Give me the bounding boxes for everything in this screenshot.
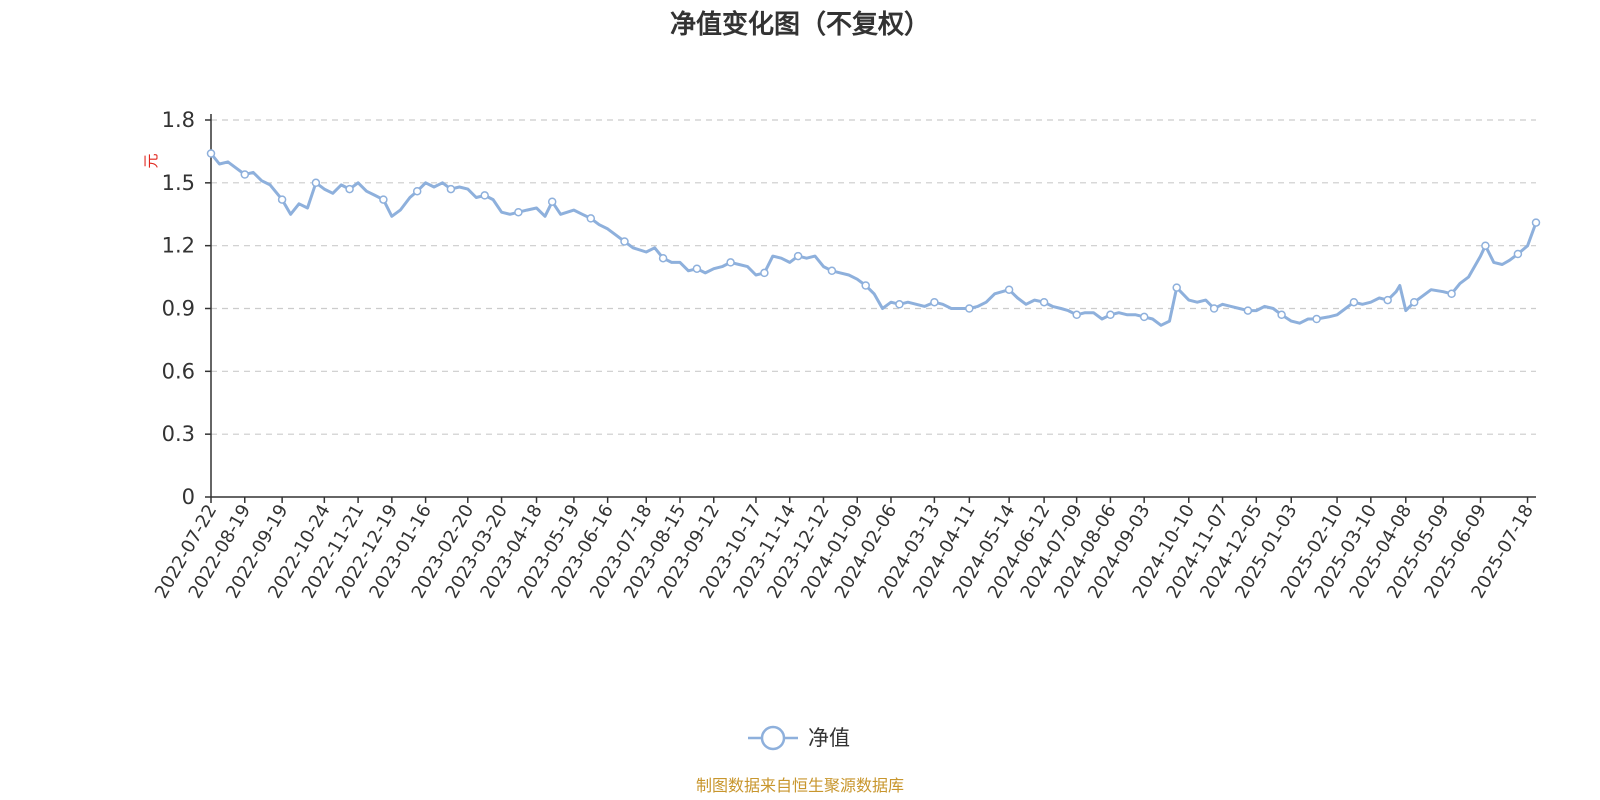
series-layer — [206, 149, 1541, 327]
nav-data-point[interactable] — [1243, 306, 1253, 315]
nav-data-point[interactable] — [240, 170, 250, 179]
nav-data-point[interactable] — [379, 195, 388, 204]
legend-label: 净值 — [808, 726, 850, 750]
nav-data-point[interactable] — [1209, 304, 1219, 313]
nav-data-point[interactable] — [1072, 310, 1081, 320]
y-tick-labels: 0 0.3 0.6 0.9 1.2 1.5 1.8 — [162, 108, 195, 509]
y-tick-label: 1.2 — [162, 234, 195, 258]
y-tick-label: 0 — [182, 485, 195, 509]
nav-data-point[interactable] — [1349, 297, 1359, 307]
nav-data-point[interactable] — [726, 258, 735, 267]
nav-data-point[interactable] — [277, 195, 287, 204]
nav-data-point[interactable] — [1409, 297, 1419, 307]
nav-data-point[interactable] — [345, 184, 354, 194]
y-axis-unit-label: 元 — [142, 153, 160, 168]
nav-data-point[interactable] — [965, 304, 974, 313]
nav-data-point[interactable] — [1139, 312, 1149, 322]
y-tick-label: 1.5 — [162, 171, 195, 195]
y-tick-label: 0.3 — [162, 422, 195, 446]
legend-marker-icon — [760, 725, 786, 751]
nav-data-point[interactable] — [1004, 285, 1014, 294]
nav-data-point[interactable] — [1039, 297, 1049, 307]
y-tick-label: 0.6 — [162, 359, 195, 383]
nav-data-point[interactable] — [1513, 249, 1523, 259]
nav-data-point[interactable] — [692, 264, 702, 273]
nav-data-point[interactable] — [586, 214, 596, 223]
nav-data-point[interactable] — [895, 300, 904, 309]
nav-data-point[interactable] — [1312, 314, 1321, 324]
nav-data-point[interactable] — [827, 266, 837, 276]
nav-data-point[interactable] — [311, 178, 321, 188]
legend[interactable]: 净值 — [748, 725, 850, 751]
nav-data-point[interactable] — [760, 268, 769, 278]
nav-data-point[interactable] — [861, 281, 870, 290]
data-source-note: 制图数据来自恒生聚源数据库 — [696, 776, 904, 795]
nav-data-point[interactable] — [930, 297, 939, 307]
nav-data-point[interactable] — [1531, 218, 1541, 227]
grid-lines — [211, 119, 1536, 435]
nav-data-point[interactable] — [658, 253, 668, 263]
nav-data-point[interactable] — [1447, 289, 1456, 299]
nav-data-point[interactable] — [412, 186, 422, 196]
chart-title: 净值变化图（不复权） — [670, 9, 930, 40]
nav-data-point[interactable] — [206, 149, 216, 158]
nav-data-point[interactable] — [1172, 283, 1181, 292]
nav-data-point[interactable] — [1106, 310, 1115, 320]
nav-data-point[interactable] — [547, 197, 557, 206]
nav-data-point[interactable] — [446, 184, 456, 194]
nav-data-point[interactable] — [1481, 241, 1490, 250]
nav-series-line — [209, 152, 1538, 327]
nav-data-point[interactable] — [1277, 310, 1286, 320]
nav-data-point[interactable] — [793, 251, 803, 261]
y-tick-label: 0.9 — [162, 297, 195, 321]
nav-data-point[interactable] — [1383, 295, 1392, 305]
y-tick-label: 1.8 — [162, 108, 195, 132]
axes — [205, 114, 1536, 503]
x-tick-labels: 2022-07-222022-08-192022-09-192022-10-24… — [151, 501, 1538, 602]
nav-data-point[interactable] — [620, 237, 629, 246]
nav-data-point[interactable] — [514, 207, 523, 217]
nav-data-point[interactable] — [480, 191, 489, 200]
